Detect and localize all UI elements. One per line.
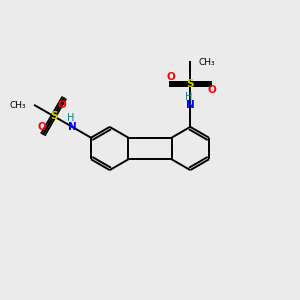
Text: CH₃: CH₃	[199, 58, 215, 67]
Text: O: O	[208, 85, 217, 95]
Text: S: S	[50, 111, 57, 121]
Text: O: O	[167, 72, 176, 82]
Text: N: N	[68, 122, 77, 132]
Text: H: H	[67, 113, 74, 124]
Text: O: O	[38, 122, 46, 132]
Text: S: S	[187, 79, 194, 89]
Text: H: H	[185, 92, 192, 102]
Text: N: N	[186, 100, 195, 110]
Text: CH₃: CH₃	[10, 101, 26, 110]
Text: O: O	[58, 100, 67, 110]
